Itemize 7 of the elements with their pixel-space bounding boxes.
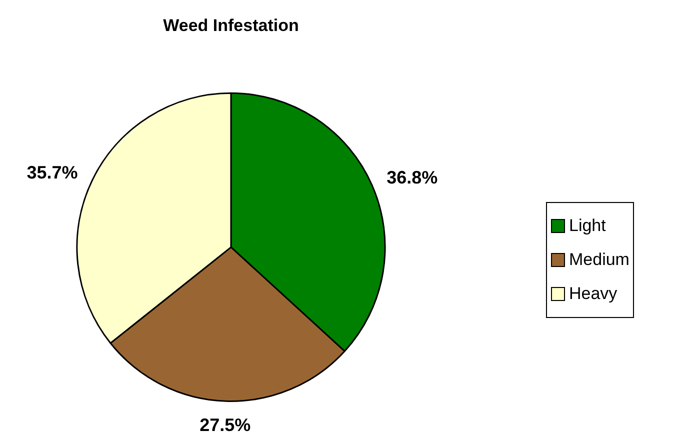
legend-label: Heavy [569,284,618,304]
data-label: 35.7% [26,162,78,182]
data-label: 36.8% [386,168,438,188]
legend-label: Light [569,216,606,236]
chart-title: Weed Infestation [163,16,299,35]
legend-label: Medium [569,250,630,270]
data-label: 27.5% [200,415,251,436]
